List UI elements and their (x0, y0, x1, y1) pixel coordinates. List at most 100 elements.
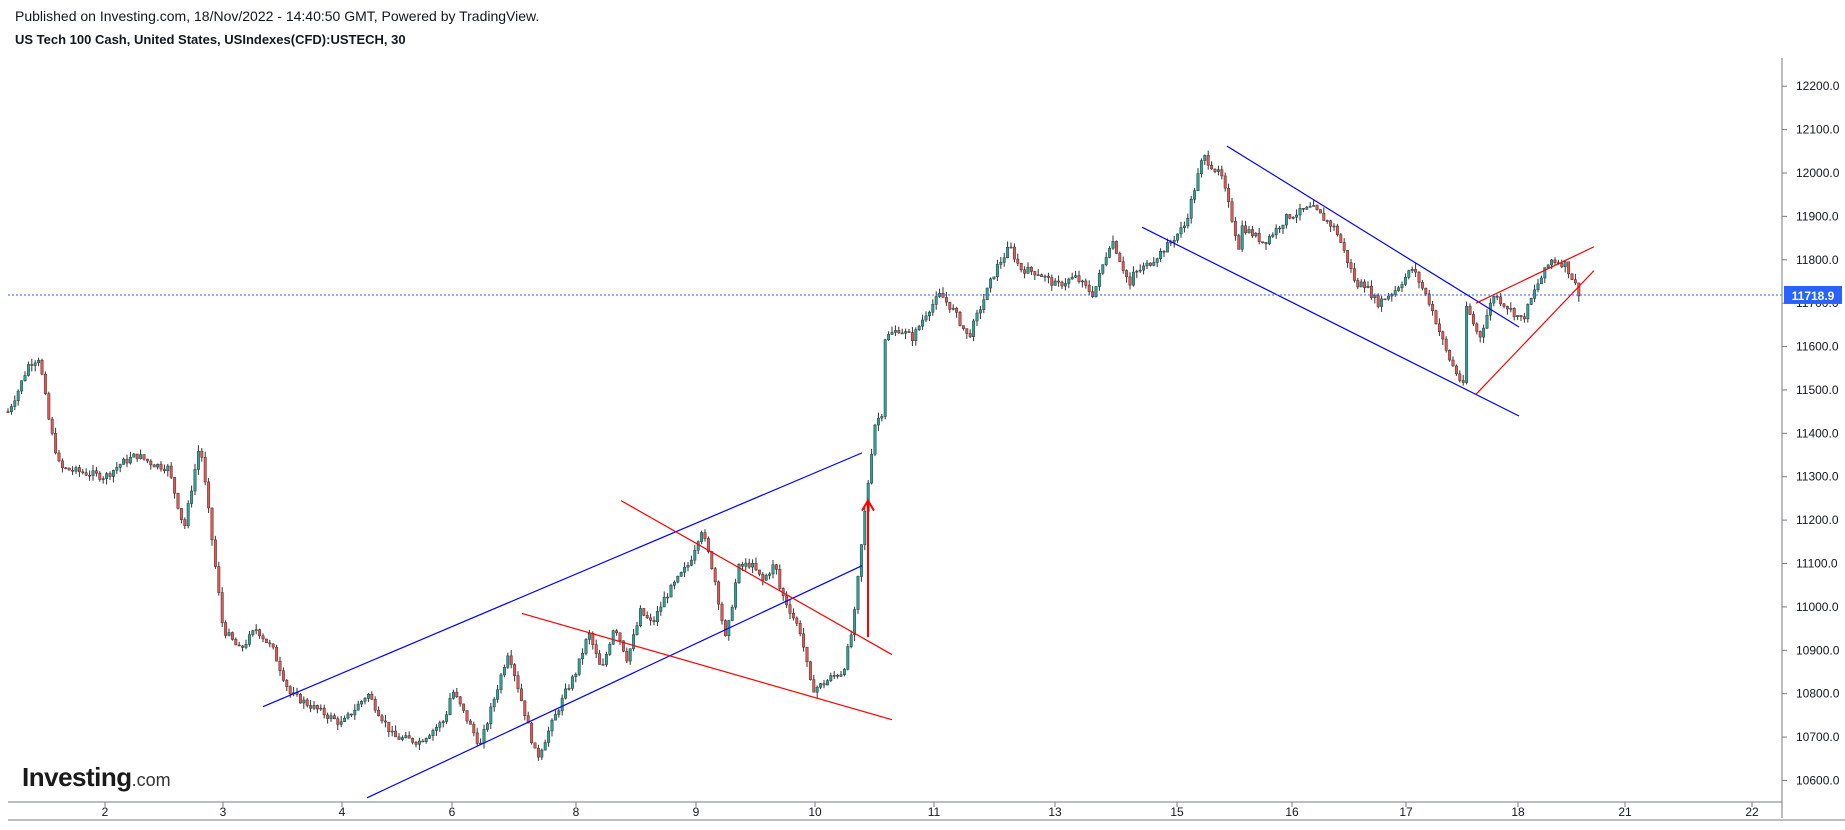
candle (1393, 286, 1397, 297)
candle (567, 684, 571, 691)
candle-body (1301, 207, 1305, 210)
candle-body (1148, 262, 1152, 266)
candle-body (217, 566, 221, 593)
candle-body (764, 575, 768, 581)
candle-body (1366, 285, 1370, 288)
candle (584, 638, 588, 656)
candle-body (594, 644, 598, 654)
candle-body (71, 469, 75, 472)
candle-body (166, 465, 170, 472)
candle-body (638, 608, 642, 626)
candle (407, 731, 411, 739)
candle-body (339, 721, 343, 725)
candle (1029, 266, 1033, 276)
candle (1329, 219, 1333, 232)
candle (659, 601, 663, 616)
candle-body (655, 611, 659, 622)
candle-body (30, 364, 34, 366)
candle-body (1172, 239, 1176, 243)
candle (13, 395, 17, 411)
candle (54, 427, 58, 455)
candle (771, 560, 775, 579)
candle (234, 637, 238, 646)
candle-body (832, 675, 836, 677)
candle (509, 649, 513, 669)
candle-body (1189, 198, 1193, 219)
candle (142, 454, 146, 461)
candle-body (1155, 258, 1159, 263)
candle (489, 702, 493, 729)
candle-body (1135, 270, 1139, 273)
candle (281, 667, 285, 682)
candle (1043, 274, 1047, 282)
candle-body (798, 623, 802, 635)
candle-body (33, 362, 37, 366)
candle (798, 620, 802, 637)
candle-body (101, 478, 105, 480)
candle-body (757, 569, 761, 575)
x-tick-label: 11 (928, 805, 941, 819)
candle-body (1546, 264, 1550, 268)
candle-body (1121, 261, 1125, 271)
candle (230, 631, 234, 641)
candle-body (176, 492, 180, 509)
candle-body (343, 717, 347, 722)
candle-body (135, 453, 139, 459)
candle-body (26, 364, 30, 376)
candle (795, 616, 799, 627)
candle (1505, 305, 1509, 315)
candle-body (914, 329, 918, 341)
candle (305, 697, 309, 708)
candle (778, 564, 782, 592)
candle-body (951, 307, 955, 310)
y-tick-label: 11300.0 (1796, 470, 1839, 484)
candle-body (1495, 296, 1499, 298)
candle (628, 648, 632, 665)
candle (1125, 269, 1129, 283)
candle-body (1369, 285, 1373, 299)
candle-body (275, 646, 279, 662)
candle-body (111, 470, 115, 477)
candle (1186, 213, 1190, 229)
candle (176, 492, 180, 510)
candle-body (1519, 315, 1523, 317)
candle-body (1335, 225, 1339, 235)
candle (1026, 262, 1030, 274)
candle-body (717, 581, 721, 605)
candle-body (628, 648, 632, 662)
candle (1084, 278, 1088, 289)
candle (1016, 253, 1020, 267)
candle-body (1145, 262, 1149, 267)
candle-body (1427, 293, 1431, 305)
candle-body (1468, 306, 1472, 315)
candle-body (149, 460, 153, 466)
candle-body (298, 694, 302, 704)
x-tick-label: 22 (1745, 805, 1759, 819)
candle (557, 708, 561, 718)
candle-body (1012, 246, 1016, 260)
candle (1298, 203, 1302, 221)
candle-body (200, 450, 204, 458)
candle-body (421, 740, 425, 743)
candle (618, 632, 622, 645)
y-tick-label: 11500.0 (1796, 383, 1839, 397)
candle-body (346, 713, 350, 719)
candle-body (492, 699, 496, 708)
candle-body (105, 473, 109, 479)
x-tick-label: 17 (1399, 805, 1413, 819)
candle (1162, 250, 1166, 257)
candle-body (853, 609, 857, 636)
candle-body (1043, 275, 1047, 278)
candle (1403, 273, 1407, 286)
candle (1376, 293, 1380, 309)
candle-body (1278, 227, 1282, 230)
candle-body (67, 467, 71, 471)
candle-body (1206, 155, 1210, 166)
candle (540, 748, 544, 760)
candle (836, 673, 840, 679)
candle (1213, 168, 1217, 174)
candle-body (411, 738, 415, 743)
candle (139, 449, 143, 460)
candle (502, 664, 506, 678)
